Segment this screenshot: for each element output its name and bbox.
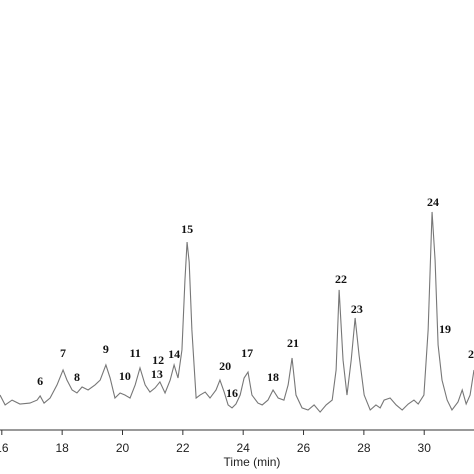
x-tick-label: 26 bbox=[297, 441, 311, 455]
peak-label: 22 bbox=[335, 272, 347, 286]
peak-label: 15 bbox=[181, 222, 193, 236]
peak-label: 21 bbox=[287, 336, 299, 350]
peak-label: 9 bbox=[103, 342, 109, 356]
peak-label: 18 bbox=[267, 370, 279, 384]
peak-label: 20 bbox=[219, 359, 231, 373]
peak-label: 23 bbox=[351, 302, 363, 316]
peak-label: 6 bbox=[37, 374, 43, 388]
peak-label: 16 bbox=[226, 386, 238, 400]
x-axis-label: Time (min) bbox=[224, 455, 281, 469]
peak-label: 8 bbox=[74, 370, 80, 384]
x-tick-label: 28 bbox=[357, 441, 371, 455]
peak-label: 13 bbox=[151, 367, 163, 381]
peak-label: 24 bbox=[427, 195, 439, 209]
peak-label: 17 bbox=[241, 346, 253, 360]
peak-label: 7 bbox=[60, 346, 66, 360]
peak-label: 10 bbox=[119, 369, 131, 383]
peak-label: 11 bbox=[129, 346, 140, 360]
trace bbox=[0, 211, 474, 413]
peak-label: 2 bbox=[468, 347, 474, 361]
peak-label: 14 bbox=[168, 347, 180, 361]
x-tick-label: 22 bbox=[176, 441, 190, 455]
peak-label: 12 bbox=[152, 353, 164, 367]
x-tick-label: 30 bbox=[418, 441, 432, 455]
peak-label: 19 bbox=[439, 322, 451, 336]
x-tick-label: 18 bbox=[55, 441, 69, 455]
x-tick-label: 24 bbox=[237, 441, 251, 455]
x-tick-label: 16 bbox=[0, 441, 9, 455]
x-tick-label: 20 bbox=[116, 441, 130, 455]
